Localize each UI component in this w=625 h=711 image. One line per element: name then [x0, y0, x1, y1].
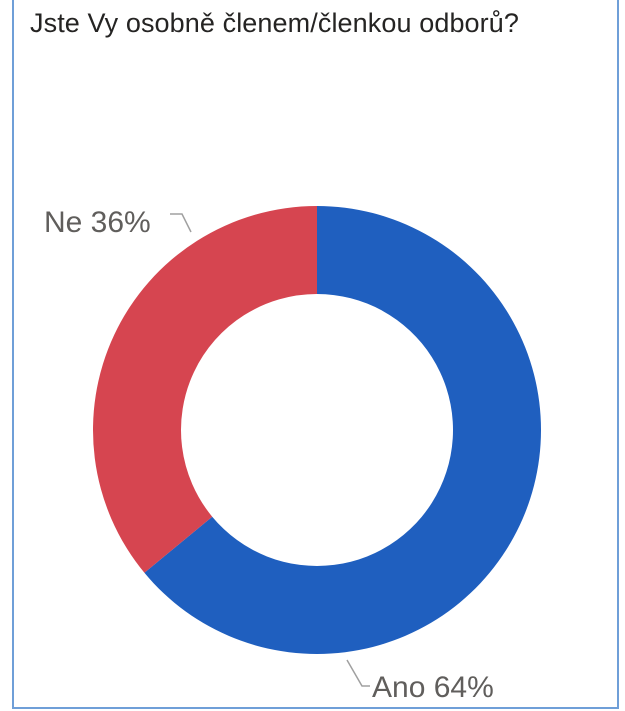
slice-ne[interactable]: [93, 206, 318, 573]
labels-group: Ano 64% Ne 36%: [44, 206, 494, 704]
chart-title: Jste Vy osobně členem/členkou odborů?: [30, 8, 520, 38]
slice-ano[interactable]: [144, 206, 541, 655]
leader-line-ano: [346, 659, 370, 687]
slices-group: [93, 206, 541, 655]
leader-line-ne: [170, 213, 192, 233]
slice-label-ano: Ano 64%: [372, 671, 494, 704]
visual-frame: [12, 0, 619, 709]
slice-label-ne: Ne 36%: [44, 206, 151, 239]
